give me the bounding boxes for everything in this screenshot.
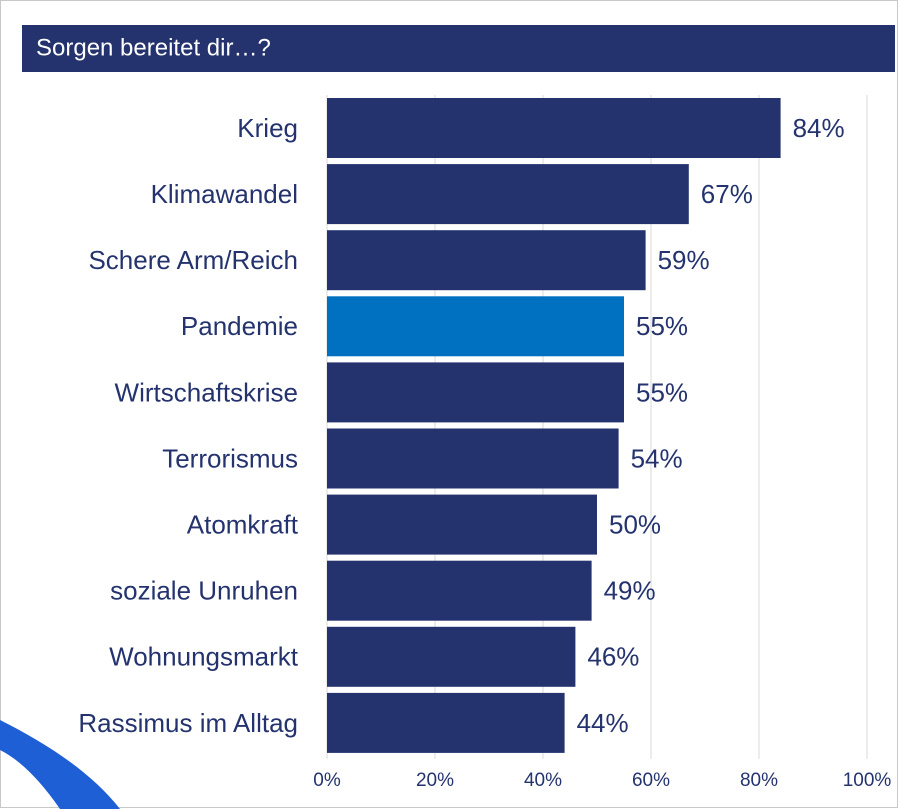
x-tick-label: 100%	[843, 770, 892, 791]
bar	[327, 428, 619, 489]
value-label: 55%	[636, 377, 688, 407]
x-tick-label: 20%	[416, 770, 454, 791]
y-tick-label: Rassimus im Alltag	[78, 708, 298, 738]
x-tick-label: 0%	[313, 770, 341, 791]
y-tick-label: Wirtschaftskrise	[115, 377, 298, 407]
value-label: 59%	[658, 245, 710, 275]
decoration	[0, 720, 120, 809]
value-label: 84%	[793, 113, 845, 143]
y-tick-label: soziale Unruhen	[110, 576, 298, 606]
value-label: 55%	[636, 311, 688, 341]
y-tick-label: Atomkraft	[187, 509, 299, 539]
y-tick-label: Pandemie	[181, 311, 298, 341]
bar	[327, 692, 565, 753]
value-label: 67%	[701, 179, 753, 209]
bar	[327, 626, 576, 687]
y-tick-label: Klimawandel	[151, 179, 298, 209]
bar	[327, 362, 624, 423]
value-label: 54%	[631, 443, 683, 473]
value-label: 46%	[587, 642, 639, 672]
x-tick-label: 60%	[632, 770, 670, 791]
value-label: 50%	[609, 509, 661, 539]
bar	[327, 560, 592, 621]
x-tick-label: 80%	[740, 770, 778, 791]
value-label: 49%	[604, 576, 656, 606]
y-tick-label: Schere Arm/Reich	[88, 245, 298, 275]
bar	[327, 296, 624, 357]
value-label: 44%	[577, 708, 629, 738]
title-bar	[22, 25, 895, 72]
y-tick-label: Krieg	[237, 113, 298, 143]
bar	[327, 494, 597, 555]
chart-title: Sorgen bereitet dir…?	[36, 34, 271, 61]
y-tick-label: Terrorismus	[162, 443, 298, 473]
bar	[327, 164, 689, 225]
y-tick-label: Wohnungsmarkt	[109, 642, 299, 672]
bar	[327, 98, 781, 158]
x-tick-label: 40%	[524, 770, 562, 791]
bar	[327, 230, 646, 291]
